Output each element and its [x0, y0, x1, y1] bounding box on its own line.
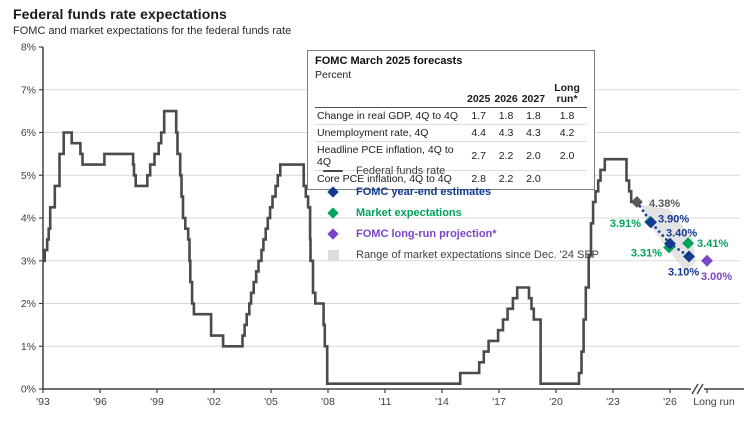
legend-line-icon [322, 169, 344, 173]
y-tick-label: 2% [21, 298, 36, 310]
page-subtitle: FOMC and market expectations for the fed… [13, 25, 292, 37]
fomc-estimate-diamond [664, 237, 676, 250]
legend-item: Range of market expectations since Dec. … [322, 249, 599, 261]
forecast-table-unit: Percent [315, 69, 352, 81]
y-tick-label: 7% [21, 84, 36, 96]
legend-item: FOMC long-run projection* [322, 228, 599, 240]
legend-item: FOMC year-end estimates [322, 186, 599, 198]
axis-break-icon [691, 383, 699, 395]
forecast-value-cell: 2.8 [471, 173, 486, 186]
x-tick-label: '02 [207, 396, 221, 408]
forecast-row-label: Headline PCE inflation, 4Q to 4Q [315, 141, 465, 172]
forecast-col-header: Long run* [547, 83, 587, 109]
forecast-value-cell: 1.8 [519, 107, 548, 126]
x-tick-label: '11 [379, 396, 392, 408]
legend-item: Federal funds rate [322, 165, 599, 177]
x-tick-label: '26 [663, 396, 677, 408]
forecast-value-cell: 2.7 [465, 141, 493, 172]
x-tick-label: '08 [321, 396, 335, 408]
forecast-value-cell: 2.2 [498, 173, 514, 186]
chart-legend: Federal funds rate FOMC year-end estimate… [322, 165, 599, 261]
x-tick-label: '05 [264, 396, 278, 408]
y-tick-label: 5% [21, 170, 36, 182]
fomc-long-run-label: 3.00% [701, 271, 732, 283]
current-rate-diamond [631, 196, 643, 208]
fomc-forecast-table-box: FOMC March 2025 forecasts Percent 2025 20… [307, 50, 595, 191]
x-tick-label: '96 [93, 396, 107, 408]
y-tick-label: 6% [21, 127, 36, 139]
axis-break-icon [696, 383, 704, 395]
forecast-row-label: Unemployment rate, 4Q [315, 124, 465, 143]
forecast-value-cell: 1.8 [492, 107, 520, 126]
forecast-row: Unemployment rate, 4Q 4.4 4.3 4.3 4.2 [315, 124, 587, 143]
legend-diamond-icon [322, 228, 344, 240]
y-tick-label: 4% [21, 213, 36, 225]
forecast-value-cell: 2.0 [526, 173, 541, 186]
fomc-estimate-label: 3.40% [666, 228, 697, 240]
forecast-value-cell: 1.7 [465, 107, 493, 126]
legend-item-label: Range of market expectations since Dec. … [356, 249, 600, 261]
y-tick-label: 0% [21, 384, 36, 396]
forecast-row-label: Change in real GDP, 4Q to 4Q [315, 107, 465, 126]
legend-item-label: Market expectations [356, 207, 462, 219]
forecast-value-cell: 4.4 [465, 124, 493, 143]
forecast-value-cell: 1.8 [547, 107, 587, 126]
page-title: Federal funds rate expectations [13, 6, 227, 22]
forecast-row: Change in real GDP, 4Q to 4Q 1.7 1.8 1.8 1.8 [315, 107, 587, 126]
x-tick-label: '93 [36, 396, 50, 408]
legend-item: Market expectations [322, 207, 599, 219]
fomc-long-run-diamond [701, 254, 713, 267]
legend-item-label: Federal funds rate [356, 165, 446, 177]
fomc-estimate-label: 3.10% [668, 266, 699, 278]
fomc-estimate-label: 3.90% [658, 213, 689, 225]
forecast-value-cell: 4.2 [547, 124, 587, 143]
forecast-table-header-row: 2025 2026 2027 Long run* [315, 83, 587, 109]
legend-diamond-icon [322, 207, 344, 219]
x-tick-label: '20 [549, 396, 563, 408]
forecast-col-header: 2026 [492, 83, 520, 109]
forecast-value-cell: 2.2 [492, 141, 520, 172]
market-expectation-diamond [682, 237, 694, 250]
legend-diamond-icon [322, 186, 344, 198]
fomc-estimate-diamond [645, 216, 657, 229]
current-rate-label: 4.38% [649, 198, 680, 210]
x-tick-label: '99 [150, 396, 164, 408]
forecast-row: Core PCE inflation, 4Q to 4Q 2.8 2.2 2.0 [315, 171, 587, 188]
fomc-projection-dotted-line [635, 200, 691, 258]
x-tick-label: '23 [606, 396, 620, 408]
legend-swatch-icon [322, 249, 344, 261]
legend-item-label: FOMC long-run projection* [356, 228, 497, 240]
forecast-value-cell: 4.3 [519, 124, 548, 143]
forecast-table: 2025 2026 2027 Long run* Change in real GDP… [315, 83, 587, 187]
federal-funds-rate-line [43, 109, 637, 385]
chart-header: Federal funds rate expectations FOMC and… [13, 6, 291, 37]
market-expectation-label: 3.41% [697, 238, 728, 250]
fomc-estimate-diamond [683, 250, 695, 263]
forecast-table-title: FOMC March 2025 forecasts [315, 55, 463, 67]
market-expectation-label: 3.91% [610, 218, 641, 230]
forecast-row: Headline PCE inflation, 4Q to 4Q 2.7 2.2 2.… [315, 141, 587, 172]
y-tick-label: 3% [21, 255, 36, 267]
forecast-col-header: 2027 [519, 83, 548, 109]
x-tick-label-long-run: Long run [693, 396, 735, 408]
y-tick-label: 1% [21, 341, 36, 353]
forecast-table-corner-cell [315, 83, 465, 109]
x-tick-label: '14 [435, 396, 449, 408]
forecast-value-cell: 4.3 [492, 124, 520, 143]
market-expectation-label: 3.31% [631, 247, 662, 259]
forecast-row-label: Core PCE inflation, 4Q to 4Q [317, 173, 452, 186]
forecast-col-header: 2025 [465, 83, 493, 109]
forecast-value-cell: 2.0 [547, 141, 587, 172]
legend-item-label: FOMC year-end estimates [356, 186, 492, 198]
y-tick-label: 8% [21, 42, 36, 54]
forecast-value-cell: 2.0 [519, 141, 548, 172]
x-tick-label: '17 [492, 396, 506, 408]
